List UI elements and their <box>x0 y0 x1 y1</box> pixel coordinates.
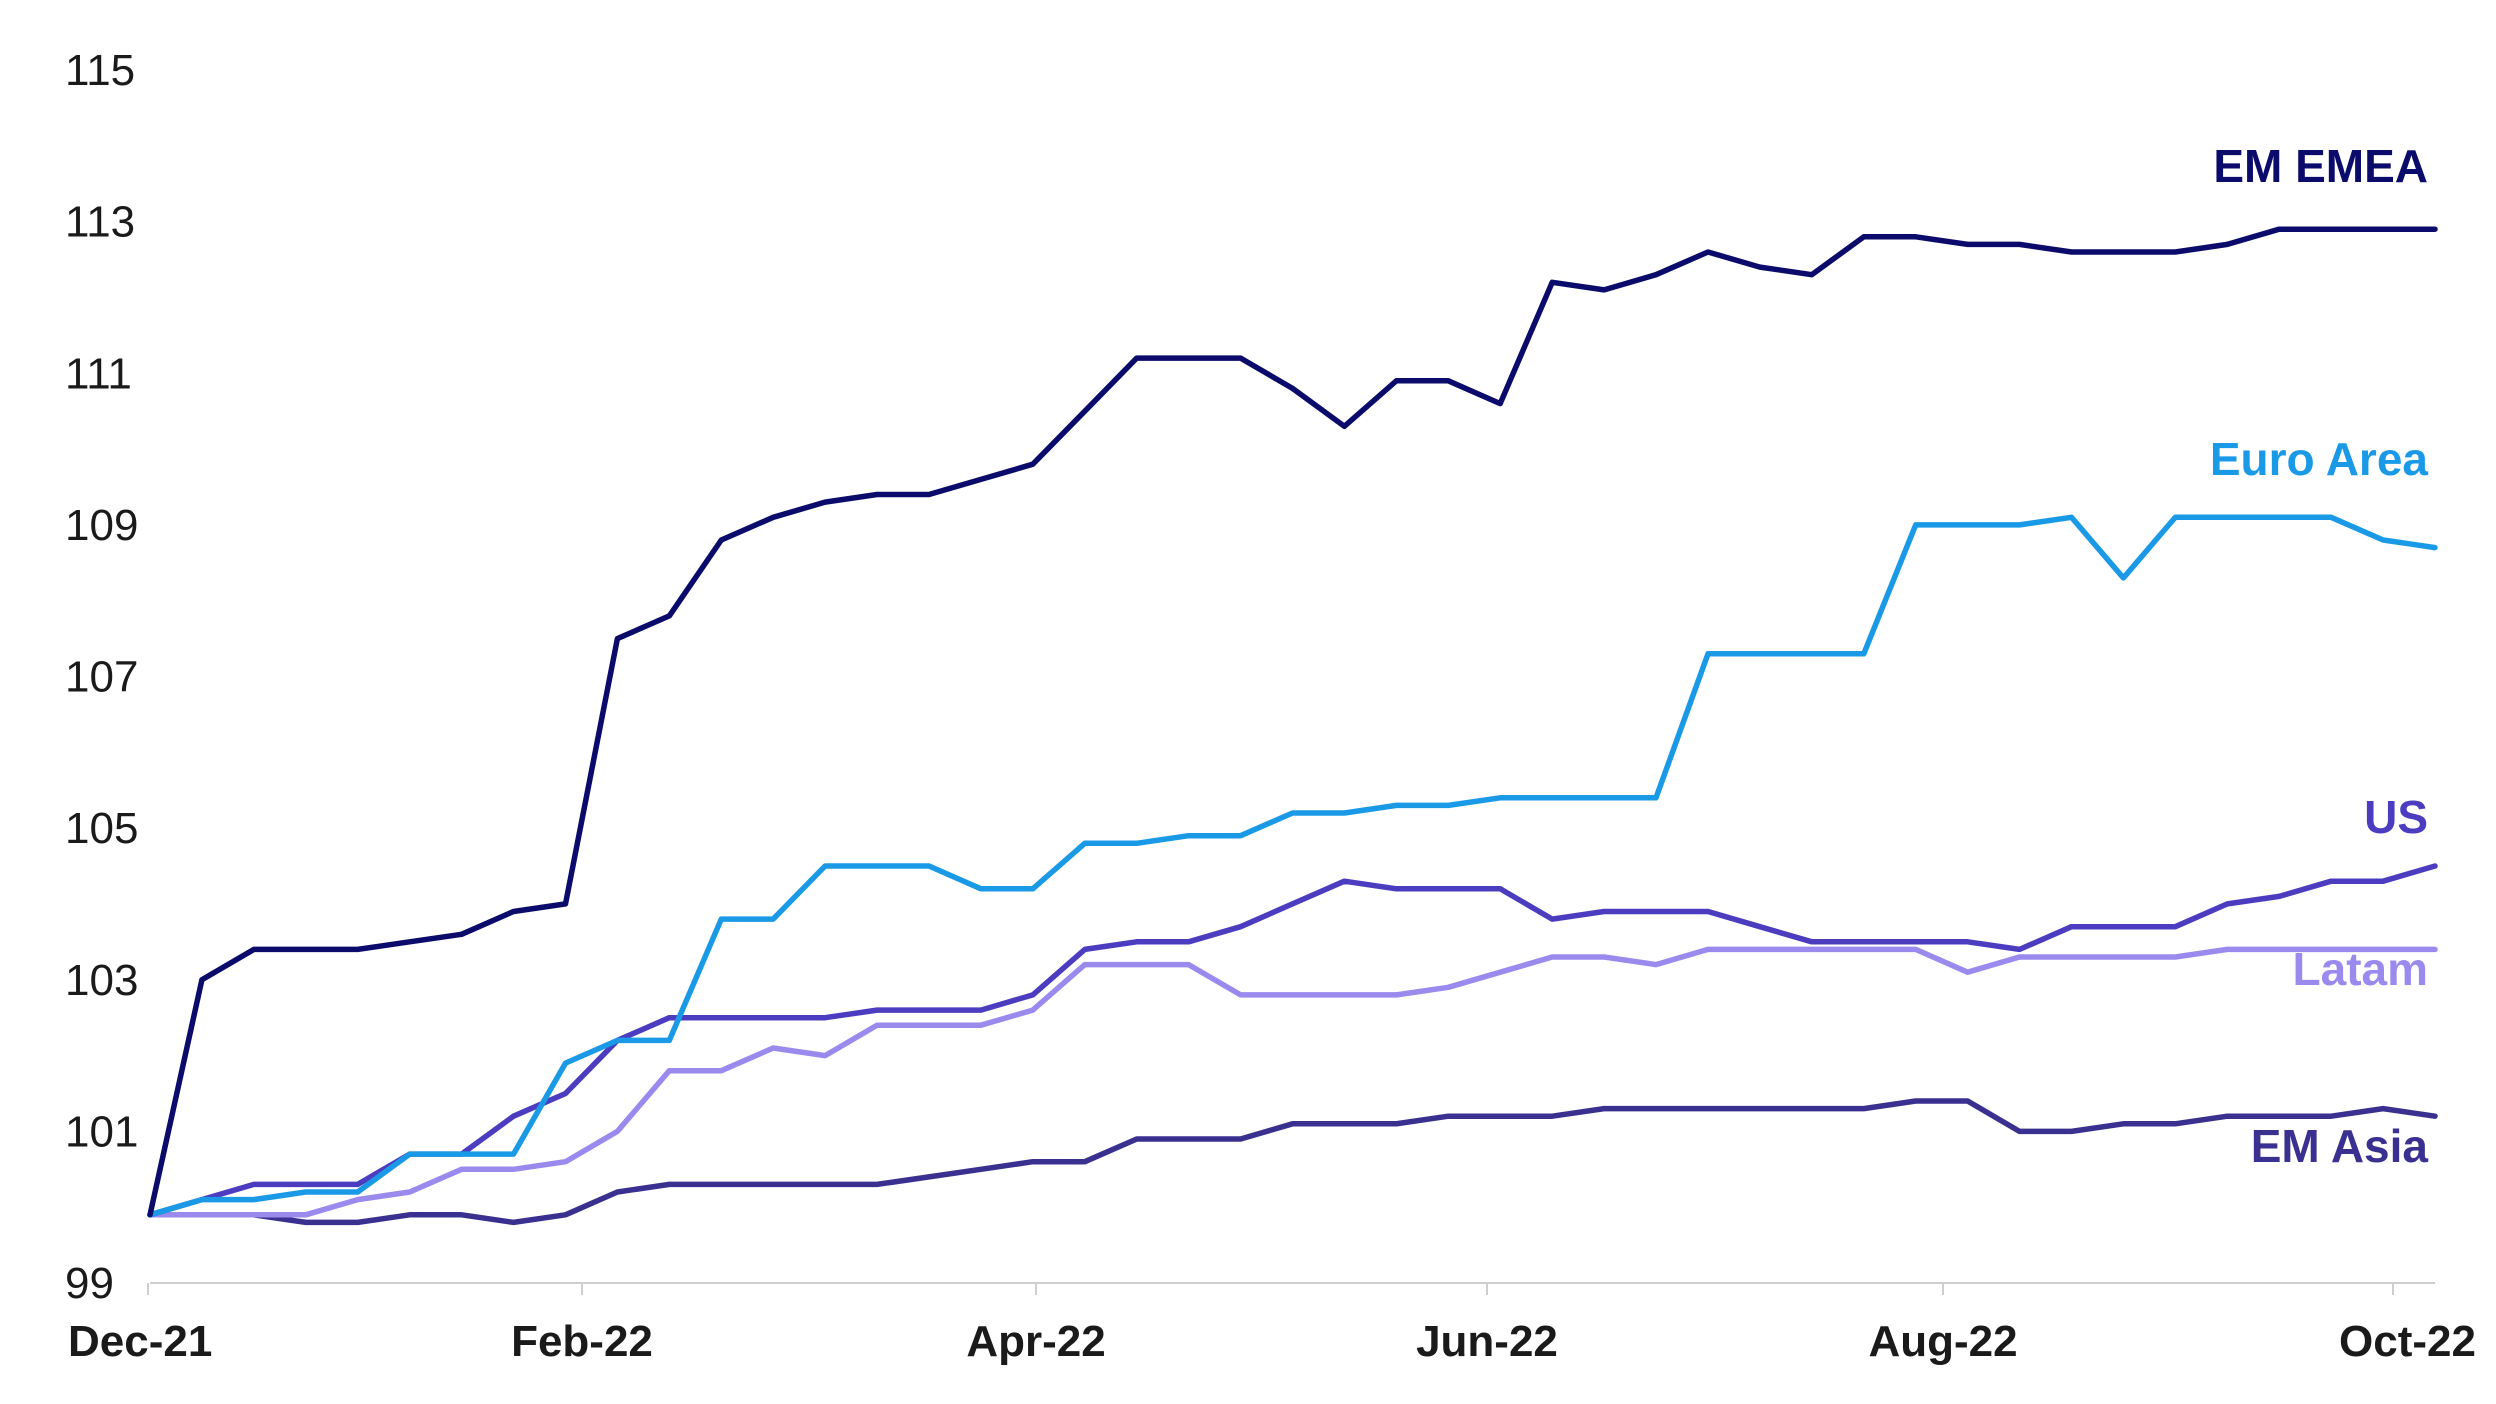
y-axis: 99 101 103 105 107 109 111 113 115 <box>65 46 138 1308</box>
series-label-em-asia: EM Asia <box>2251 1120 2429 1172</box>
series-lines <box>147 226 2438 1226</box>
y-tick-label: 101 <box>65 1107 138 1156</box>
y-tick-label: 103 <box>65 956 138 1005</box>
series-line-em-emea <box>147 226 2438 1218</box>
y-tick-label: 113 <box>65 198 135 247</box>
series-line-em-asia <box>147 1098 2438 1226</box>
x-tick-label: Oct-22 <box>2339 1317 2476 1366</box>
x-tick-label: Apr-22 <box>966 1317 1105 1366</box>
x-tick-label: Aug-22 <box>1868 1317 2017 1366</box>
x-tick-label: Feb-22 <box>511 1317 653 1366</box>
y-tick-label: 105 <box>65 804 138 853</box>
y-tick-label: 99 <box>65 1259 114 1308</box>
y-tick-label: 111 <box>65 349 132 398</box>
x-axis: Dec-21 Feb-22 Apr-22 Jun-22 Aug-22 Oct-22 <box>68 1282 2476 1366</box>
y-tick-label: 115 <box>65 46 135 95</box>
series-label-latam: Latam <box>2293 943 2428 995</box>
series-line-euro-area <box>147 514 2438 1218</box>
series-label-em-emea: EM EMEA <box>2213 140 2428 192</box>
y-tick-label: 107 <box>65 653 138 702</box>
x-tick-label: Jun-22 <box>1416 1317 1558 1366</box>
series-label-us: US <box>2364 791 2428 843</box>
y-tick-label: 109 <box>65 501 138 550</box>
series-line-latam <box>147 946 2438 1218</box>
series-line-us <box>147 863 2438 1218</box>
x-tick-label: Dec-21 <box>68 1317 212 1366</box>
series-labels: EM EMEA Euro Area US Latam EM Asia <box>2210 140 2429 1172</box>
series-label-euro-area: Euro Area <box>2210 433 2429 485</box>
